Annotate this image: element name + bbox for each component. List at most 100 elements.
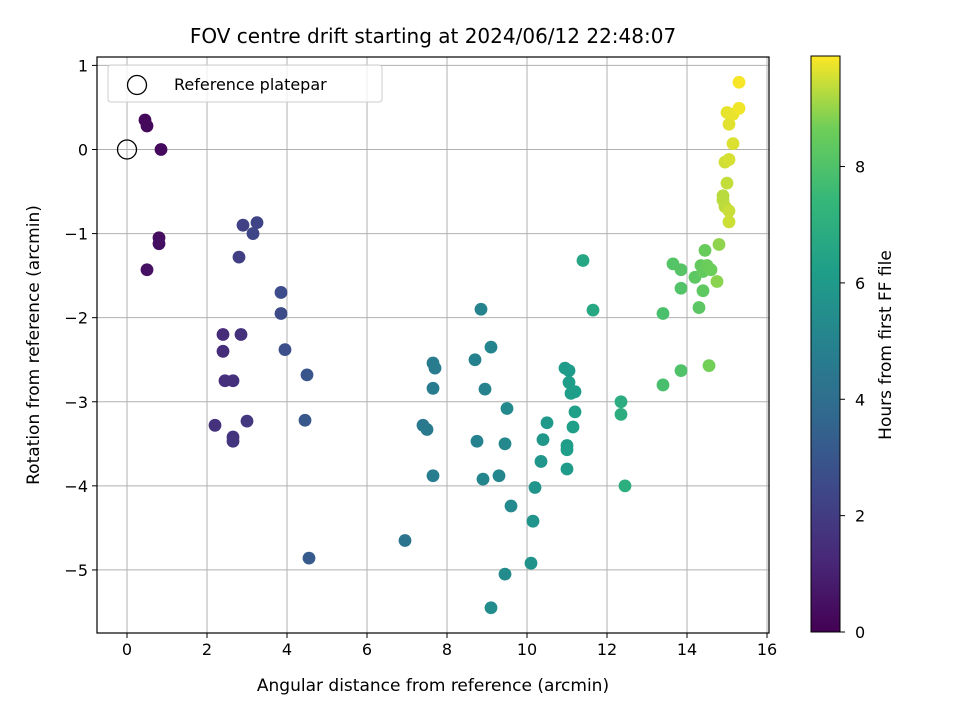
- data-point: [152, 237, 166, 251]
- data-point: [566, 420, 580, 434]
- x-axis-label: Angular distance from reference (arcmin): [257, 676, 609, 696]
- legend-box: [107, 64, 383, 103]
- plot-area: 0 2 4 6 8 10 12 14 16 10−1−2−3−4−5: [64, 56, 777, 659]
- data-point: [722, 117, 736, 131]
- data-point: [476, 472, 490, 486]
- data-points: [138, 75, 746, 615]
- data-point: [674, 263, 688, 277]
- data-point: [232, 250, 246, 264]
- data-point: [656, 378, 670, 392]
- legend-marker-icon: [126, 74, 148, 96]
- data-point: [208, 418, 222, 432]
- data-point: [274, 307, 288, 320]
- data-point: [484, 601, 498, 615]
- data-point: [674, 281, 688, 295]
- legend: Reference platepar: [107, 64, 383, 103]
- data-point: [524, 556, 538, 570]
- data-point: [302, 551, 316, 565]
- data-point: [426, 381, 440, 395]
- data-point: [226, 434, 240, 448]
- data-point: [576, 254, 590, 267]
- y-tick-label: 0: [78, 140, 88, 159]
- data-point: [560, 462, 574, 476]
- colorbar-gradient: [810, 55, 841, 633]
- y-axis-ticks: 1 0 −1 −2 −3 −4 −5: [64, 56, 97, 580]
- data-point: [500, 402, 514, 415]
- data-point: [470, 434, 484, 448]
- data-point: [614, 407, 628, 421]
- grid-lines: [97, 57, 769, 633]
- colorbar: 0 2 4 6 8 Hours from first FF file: [810, 55, 896, 642]
- y-tick-label: 1: [78, 56, 88, 75]
- x-tick-label: 16: [757, 640, 777, 659]
- data-point: [426, 469, 440, 483]
- data-point: [528, 481, 542, 494]
- x-tick-label: 12: [597, 640, 617, 659]
- data-point: [468, 353, 482, 367]
- data-point: [492, 469, 506, 483]
- data-point: [216, 344, 230, 358]
- data-point: [504, 499, 518, 513]
- data-point: [722, 204, 736, 218]
- data-point: [722, 215, 736, 229]
- data-point: [428, 361, 442, 375]
- x-axis-ticks: 0 2 4 6 8 10 12 14 16: [122, 633, 777, 659]
- data-point: [236, 218, 250, 232]
- data-point: [568, 405, 582, 419]
- data-point: [398, 534, 412, 547]
- data-point: [246, 227, 260, 240]
- data-point: [562, 376, 576, 389]
- x-tick-label: 4: [282, 640, 292, 659]
- data-point: [278, 343, 292, 357]
- y-axis-label: Rotation from reference (arcmin): [24, 205, 44, 485]
- data-point: [732, 101, 746, 115]
- data-point: [540, 416, 554, 430]
- colorbar-label: Hours from first FF file: [876, 250, 896, 440]
- reference-marker-group: [116, 139, 138, 160]
- data-point: [298, 413, 312, 427]
- data-point: [704, 263, 718, 277]
- data-point: [614, 395, 628, 409]
- data-point: [586, 303, 600, 317]
- data-point: [498, 437, 512, 451]
- reference-platepar-marker: [116, 139, 138, 160]
- data-point: [732, 75, 746, 89]
- data-point: [698, 244, 712, 257]
- data-point: [560, 443, 574, 457]
- x-tick-label: 10: [517, 640, 537, 659]
- data-point: [722, 153, 736, 166]
- x-tick-label: 2: [202, 640, 212, 659]
- data-point: [484, 340, 498, 354]
- data-point: [564, 386, 578, 400]
- x-tick-label: 0: [122, 640, 132, 659]
- data-point: [656, 307, 670, 320]
- data-point: [240, 414, 254, 428]
- data-point: [702, 359, 716, 373]
- colorbar-ticks: 0 2 4 6 8: [840, 158, 865, 642]
- data-point: [720, 176, 734, 190]
- data-point: [696, 284, 710, 298]
- data-point: [674, 364, 688, 378]
- data-point: [498, 567, 512, 581]
- data-point: [526, 514, 540, 528]
- data-point: [420, 423, 434, 436]
- plot-frame: [96, 56, 770, 634]
- data-point: [562, 364, 576, 378]
- y-tick-label: −1: [64, 225, 88, 244]
- data-point: [710, 275, 724, 288]
- data-point: [226, 374, 240, 388]
- data-point: [618, 479, 632, 493]
- y-tick-label: −2: [64, 309, 88, 328]
- x-tick-label: 6: [362, 640, 372, 659]
- data-point: [712, 238, 726, 251]
- data-point: [140, 119, 154, 133]
- data-point: [474, 302, 488, 316]
- data-point: [274, 286, 288, 299]
- x-tick-label: 14: [677, 640, 697, 659]
- colorbar-tick-label: 8: [855, 158, 865, 177]
- x-tick-label: 8: [442, 640, 452, 659]
- data-point: [536, 433, 550, 446]
- data-point: [154, 143, 168, 156]
- colorbar-tick-label: 4: [855, 390, 865, 409]
